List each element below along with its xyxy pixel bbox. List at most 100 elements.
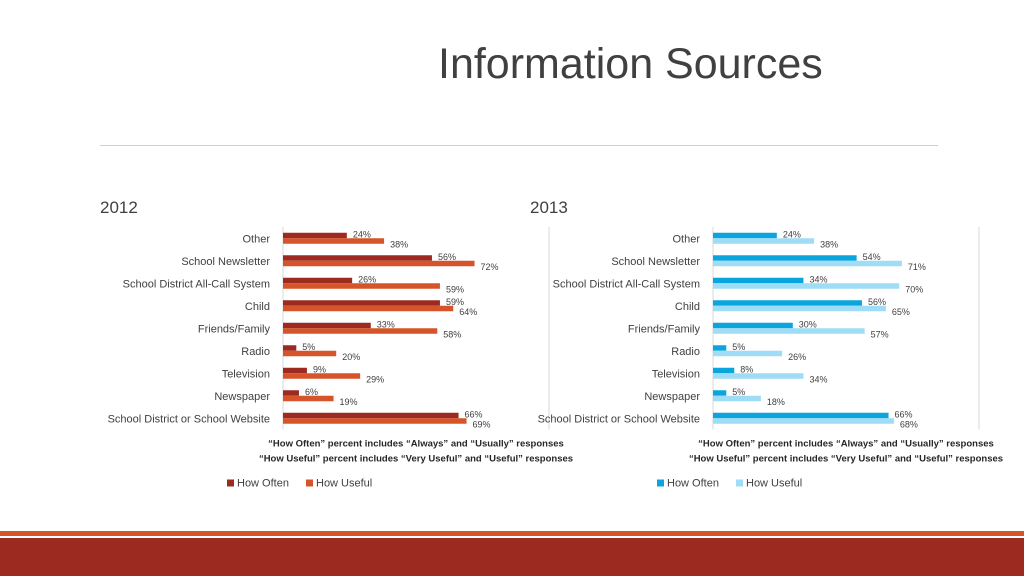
data-label-how-often: 59% <box>446 297 464 307</box>
data-label-how-useful: 65% <box>892 307 910 317</box>
data-label-how-useful: 26% <box>788 352 806 362</box>
bar-how-useful <box>283 395 334 402</box>
bar-how-often <box>713 367 735 374</box>
bar-how-useful <box>283 350 337 357</box>
category-label: School District or School Website <box>538 413 700 425</box>
data-label-how-often: 54% <box>863 252 881 262</box>
bar-how-useful <box>713 328 865 334</box>
category-label: Child <box>245 301 270 313</box>
bar-how-often <box>283 300 440 306</box>
data-label-how-useful: 64% <box>459 307 477 317</box>
chart-title-2012: 2012 <box>100 198 138 217</box>
bar-how-often <box>713 322 793 329</box>
data-label-how-useful: 38% <box>390 239 408 249</box>
bar-how-often <box>713 412 889 419</box>
bar-how-useful <box>283 238 385 244</box>
bar-how-useful <box>713 238 815 244</box>
chart-footnote: “How Useful” percent includes “Very Usef… <box>689 454 1003 465</box>
slide-title: Information Sources <box>438 40 823 88</box>
data-label-how-often: 24% <box>353 229 371 239</box>
bar-how-often <box>283 345 297 351</box>
data-label-how-often: 6% <box>305 387 318 397</box>
data-label-how-often: 56% <box>438 252 456 262</box>
chart-footnote: “How Often” percent includes “Always” an… <box>268 439 564 450</box>
bar-how-useful <box>713 373 804 379</box>
data-label-how-useful: 18% <box>767 397 785 407</box>
category-label: Newspaper <box>214 391 270 403</box>
chart-footnote: “How Useful” percent includes “Very Usef… <box>259 454 573 465</box>
category-label: Friends/Family <box>628 323 701 335</box>
bar-how-useful <box>283 283 440 289</box>
data-label-how-often: 5% <box>732 342 745 352</box>
data-label-how-useful: 70% <box>905 284 923 294</box>
legend-swatch <box>306 479 313 487</box>
bar-how-often <box>283 232 347 239</box>
bar-how-often <box>283 255 432 261</box>
category-label: Television <box>652 368 700 380</box>
data-label-how-often: 5% <box>732 387 745 397</box>
bar-how-often <box>283 390 299 396</box>
legend-label: How Useful <box>316 478 372 490</box>
chart-2012: Other 24% 38% School Newsletter 56% 72% School… <box>108 227 573 490</box>
data-label-how-often: 66% <box>895 409 913 419</box>
bar-how-often <box>713 277 804 284</box>
category-label: School District All-Call System <box>123 278 270 290</box>
bar-how-useful <box>713 305 886 312</box>
category-label: Radio <box>241 346 270 358</box>
data-label-how-useful: 59% <box>446 284 464 294</box>
bar-how-useful <box>713 350 783 357</box>
data-label-how-useful: 58% <box>443 329 461 339</box>
data-label-how-useful: 20% <box>342 352 360 362</box>
bar-how-useful <box>283 418 467 424</box>
bar-how-often <box>713 232 777 239</box>
legend-swatch <box>736 479 743 487</box>
category-label: Child <box>675 301 700 313</box>
data-label-how-useful: 57% <box>871 329 889 339</box>
data-label-how-often: 8% <box>740 364 753 374</box>
chart-title-2013: 2013 <box>530 198 568 217</box>
bar-how-often <box>283 322 371 329</box>
bar-how-often <box>713 390 727 396</box>
data-label-how-useful: 69% <box>473 419 491 429</box>
category-label: School Newsletter <box>611 256 700 268</box>
data-label-how-useful: 19% <box>340 397 358 407</box>
category-label: Newspaper <box>644 391 700 403</box>
category-label: Radio <box>671 346 700 358</box>
bar-how-useful <box>283 373 361 379</box>
data-label-how-often: 9% <box>313 364 326 374</box>
bar-how-useful <box>713 260 902 267</box>
category-label: School District All-Call System <box>553 278 700 290</box>
data-label-how-often: 26% <box>358 274 376 284</box>
chart-2013: Other 24% 38% School Newsletter 54% 71% School… <box>538 227 1003 490</box>
bar-how-often <box>713 345 727 351</box>
bar-how-often <box>713 255 857 261</box>
data-label-how-useful: 72% <box>481 262 499 272</box>
bar-how-useful <box>713 283 900 289</box>
chart-footnote: “How Often” percent includes “Always” an… <box>698 439 994 450</box>
data-label-how-often: 34% <box>809 274 827 284</box>
legend-swatch <box>657 479 664 487</box>
data-label-how-often: 56% <box>868 297 886 307</box>
footer-band <box>0 538 1024 576</box>
footer-accent-stripe <box>0 531 1024 536</box>
bar-how-often <box>283 367 307 374</box>
bar-how-useful <box>283 260 475 267</box>
legend-label: How Useful <box>746 478 802 490</box>
category-label: Other <box>242 233 270 245</box>
data-label-how-useful: 71% <box>908 262 926 272</box>
bar-how-useful <box>713 395 761 402</box>
bar-how-useful <box>283 328 438 334</box>
category-label: School Newsletter <box>181 256 270 268</box>
data-label-how-often: 30% <box>799 319 817 329</box>
category-label: School District or School Website <box>108 413 270 425</box>
data-label-how-useful: 29% <box>366 374 384 384</box>
legend-label: How Often <box>667 478 719 490</box>
data-label-how-useful: 68% <box>900 419 918 429</box>
data-label-how-often: 5% <box>302 342 315 352</box>
legend-label: How Often <box>237 478 289 490</box>
bar-how-often <box>283 412 459 419</box>
bar-how-useful <box>283 305 454 312</box>
data-label-how-often: 33% <box>377 319 395 329</box>
category-label: Television <box>222 368 270 380</box>
bar-how-useful <box>713 418 894 424</box>
